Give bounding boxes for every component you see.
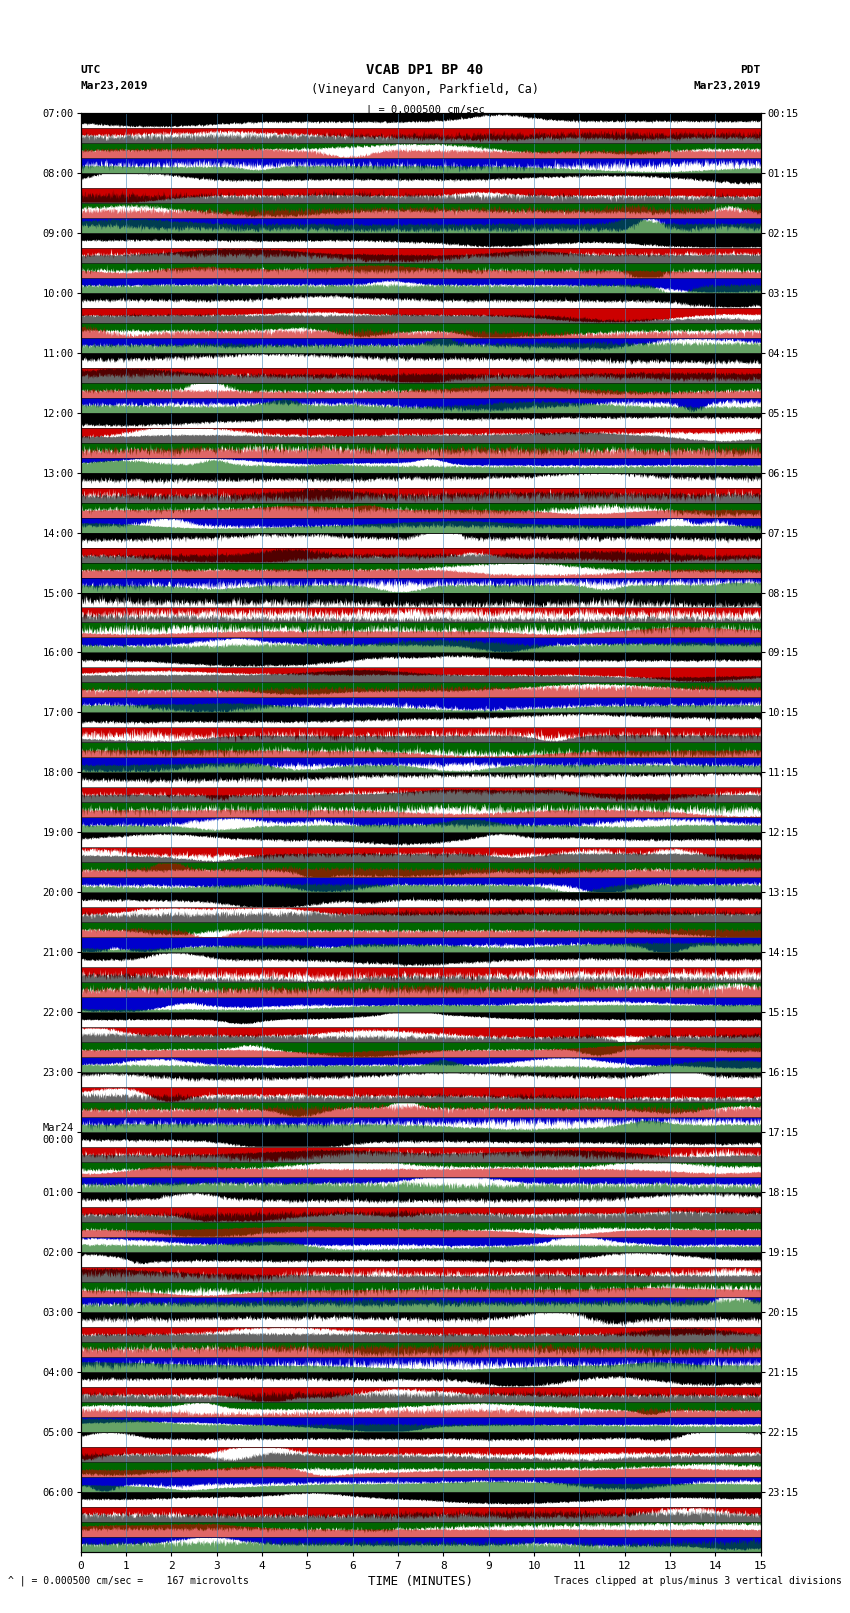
Text: Traces clipped at plus/minus 3 vertical divisions: Traces clipped at plus/minus 3 vertical … xyxy=(553,1576,842,1586)
Text: Mar23,2019: Mar23,2019 xyxy=(694,81,761,92)
X-axis label: TIME (MINUTES): TIME (MINUTES) xyxy=(368,1574,473,1587)
Text: ^ | = 0.000500 cm/sec =    167 microvolts: ^ | = 0.000500 cm/sec = 167 microvolts xyxy=(8,1576,249,1586)
Text: Mar23,2019: Mar23,2019 xyxy=(81,81,148,92)
Text: PDT: PDT xyxy=(740,65,761,76)
Text: UTC: UTC xyxy=(81,65,101,76)
Text: | = 0.000500 cm/sec: | = 0.000500 cm/sec xyxy=(366,105,484,115)
Text: (Vineyard Canyon, Parkfield, Ca): (Vineyard Canyon, Parkfield, Ca) xyxy=(311,82,539,97)
Text: VCAB DP1 BP 40: VCAB DP1 BP 40 xyxy=(366,63,484,77)
